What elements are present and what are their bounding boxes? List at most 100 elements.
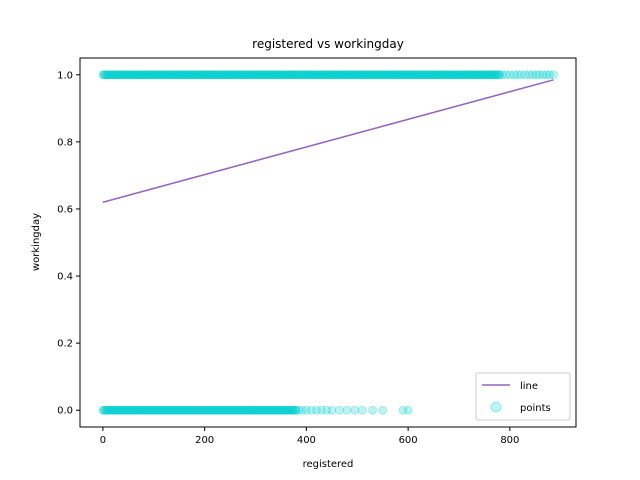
data-point [123, 70, 133, 80]
data-point [452, 70, 462, 80]
data-point [233, 70, 243, 80]
data-point [439, 70, 449, 80]
data-point [349, 70, 359, 80]
data-point [258, 405, 268, 415]
data-point [285, 405, 295, 415]
data-point [204, 70, 214, 80]
data-point [158, 405, 168, 415]
data-point [335, 70, 345, 80]
data-point [193, 405, 202, 415]
data-point [105, 70, 115, 80]
data-point [205, 70, 215, 80]
data-point [166, 405, 176, 415]
data-point [304, 70, 313, 80]
data-point [401, 70, 411, 80]
data-point [282, 70, 292, 80]
data-point [329, 70, 339, 80]
data-point [464, 70, 474, 80]
data-point [222, 70, 232, 80]
data-point [297, 70, 307, 80]
data-point [239, 405, 249, 415]
data-point [414, 70, 424, 80]
data-point [416, 70, 426, 80]
data-point [407, 70, 417, 80]
data-point [167, 70, 177, 80]
data-point [396, 70, 406, 80]
data-point [157, 405, 167, 415]
y-tick-label: 0.0 [57, 406, 73, 417]
data-point [240, 70, 250, 80]
data-point [178, 405, 188, 415]
data-point [202, 70, 212, 80]
data-point [359, 70, 369, 80]
data-point [100, 405, 110, 415]
data-point [406, 70, 416, 80]
data-point [146, 405, 156, 415]
data-point [200, 405, 210, 415]
data-point [454, 70, 464, 80]
data-point [130, 70, 139, 80]
data-point [443, 70, 453, 80]
data-point [398, 70, 408, 80]
data-point [402, 70, 412, 80]
data-point [170, 70, 180, 80]
data-point [480, 70, 489, 80]
data-point [192, 405, 201, 415]
data-point [413, 70, 423, 80]
data-point [460, 70, 470, 80]
data-point [113, 405, 123, 415]
y-tick-label: 0.8 [57, 137, 73, 148]
data-point [317, 70, 327, 80]
data-point [122, 405, 132, 415]
data-point [272, 70, 282, 80]
data-point [290, 70, 300, 80]
data-point [382, 70, 392, 80]
data-point [250, 405, 259, 415]
data-point [209, 405, 219, 415]
data-point [114, 70, 124, 80]
data-point [383, 70, 393, 80]
data-point [170, 405, 180, 415]
data-point [178, 70, 188, 80]
data-point [281, 70, 291, 80]
data-point [301, 405, 311, 415]
data-point [417, 70, 427, 80]
data-point [404, 70, 414, 80]
x-tick-label: 0 [100, 435, 106, 446]
data-point [427, 70, 436, 80]
data-point [313, 70, 322, 80]
data-point [399, 70, 409, 80]
data-point [167, 405, 177, 415]
data-point [255, 70, 264, 80]
data-point [101, 405, 111, 415]
data-point [490, 70, 500, 80]
data-point [346, 70, 356, 80]
data-point [393, 70, 403, 80]
data-point [223, 405, 233, 415]
data-point [337, 70, 347, 80]
data-point [268, 405, 278, 415]
data-point [206, 405, 216, 415]
data-point [494, 70, 504, 80]
data-point [246, 405, 255, 415]
data-point [330, 70, 340, 80]
data-point [103, 405, 113, 415]
data-point [296, 70, 306, 80]
data-point [108, 405, 118, 415]
data-point [109, 70, 119, 80]
data-point [239, 70, 249, 80]
data-point [315, 70, 325, 80]
data-point [218, 405, 228, 415]
data-point [479, 70, 488, 80]
data-point [118, 405, 128, 415]
data-point [373, 70, 383, 80]
y-axis-label: workingday [31, 213, 42, 271]
data-point [208, 70, 218, 80]
data-point [147, 405, 157, 415]
data-point [259, 405, 269, 415]
data-point [376, 70, 386, 80]
data-point [389, 70, 399, 80]
data-point [505, 70, 515, 80]
data-point [210, 405, 220, 415]
data-point [149, 405, 159, 415]
